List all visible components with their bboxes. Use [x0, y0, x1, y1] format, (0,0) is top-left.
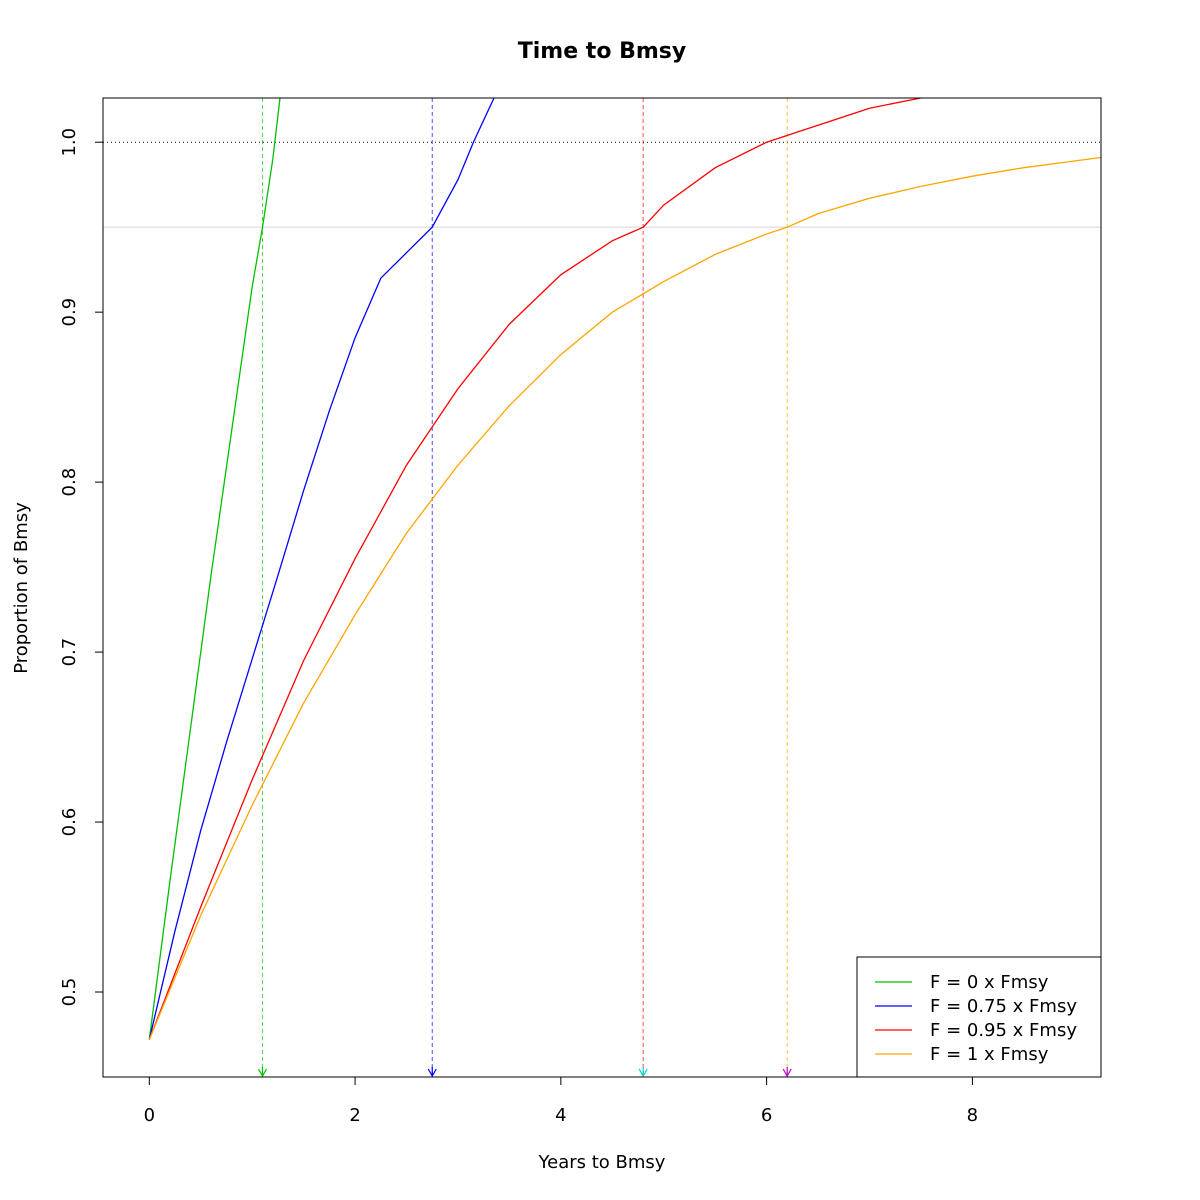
y-tick-label-3: 0.8 — [59, 468, 80, 497]
chart-title: Time to Bmsy — [518, 39, 686, 64]
series-lines — [148, 98, 1101, 1040]
legend-box — [856, 956, 1102, 1078]
time-marker-1 — [427, 1067, 437, 1078]
series-line-1 — [148, 98, 495, 1040]
x-tick-label-4: 8 — [967, 1105, 978, 1126]
reference-lines — [103, 141, 1101, 228]
time-marker-2 — [638, 1067, 648, 1078]
time-marker-3 — [782, 1067, 792, 1078]
series-line-3 — [148, 156, 1101, 1040]
y-tick-label-2: 0.7 — [59, 638, 80, 667]
x-tick-label-2: 4 — [555, 1105, 566, 1126]
time-to-95-lines — [261, 98, 788, 1077]
legend-label-3: F = 1 x Fmsy — [930, 1044, 1049, 1065]
y-tick-label-0: 0.5 — [59, 978, 80, 1007]
plot-frame — [102, 97, 1102, 1078]
x-tick-label-3: 6 — [761, 1105, 772, 1126]
time-marker-0 — [257, 1067, 267, 1078]
series-line-2 — [148, 98, 922, 1040]
y-tick-label-1: 0.6 — [59, 808, 80, 837]
series-line-0 — [148, 98, 281, 1040]
y-tick-label-4: 0.9 — [59, 298, 80, 327]
x-axis: 0 2 4 6 8 — [144, 1077, 978, 1126]
time-markers — [257, 1067, 792, 1078]
legend-label-0: F = 0 x Fmsy — [930, 972, 1049, 993]
y-axis-label: Proportion of Bmsy — [11, 502, 32, 674]
y-tick-label-5: 1.0 — [59, 128, 80, 157]
legend-label-1: F = 0.75 x Fmsy — [930, 996, 1077, 1017]
x-tick-label-0: 0 — [144, 1105, 155, 1126]
x-axis-label: Years to Bmsy — [538, 1152, 666, 1173]
legend-label-2: F = 0.95 x Fmsy — [930, 1020, 1077, 1041]
legend: F = 0 x Fmsy F = 0.75 x Fmsy F = 0.95 x Fm… — [856, 956, 1102, 1078]
x-tick-label-1: 2 — [349, 1105, 360, 1126]
y-axis: 0.5 0.6 0.7 0.8 0.9 1.0 — [59, 128, 103, 1006]
